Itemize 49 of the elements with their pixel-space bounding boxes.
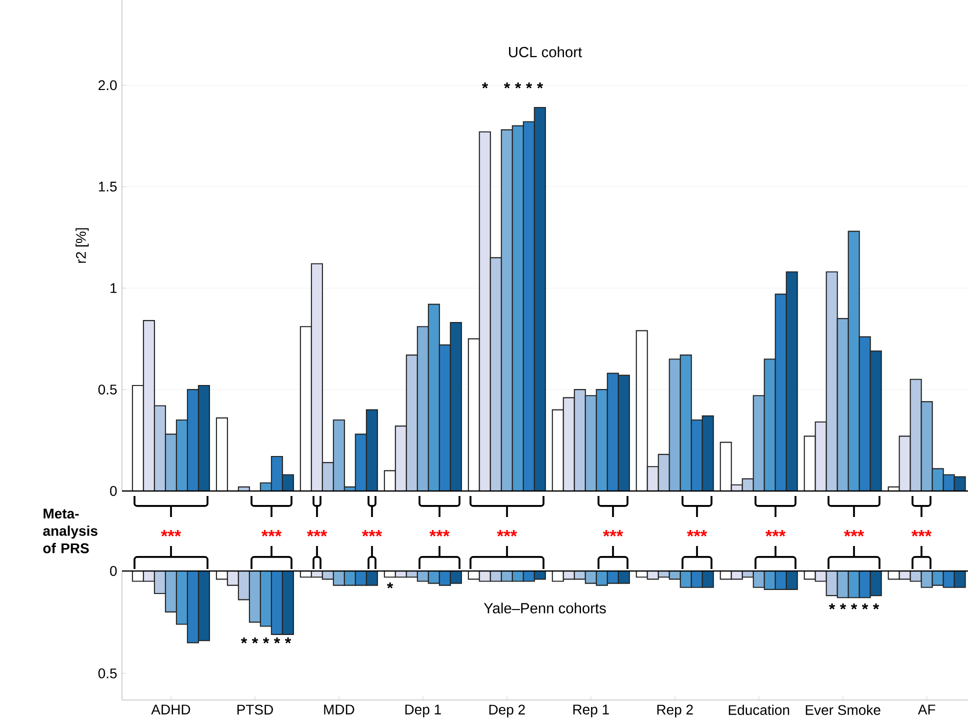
annotation: * xyxy=(252,637,258,644)
x-tick-label: Dep 1 xyxy=(405,704,441,718)
annotation: * xyxy=(386,582,394,588)
annotation: * xyxy=(828,603,836,610)
annotation: * xyxy=(536,82,544,88)
text: *** xyxy=(911,530,932,536)
x-tick-label: ADHD xyxy=(151,704,190,714)
y-tick-label: 1 xyxy=(110,283,117,293)
y-tick-label: 1.5 xyxy=(98,182,117,192)
x-tick-label: Dep 2 xyxy=(489,704,525,718)
x-tick-label: PTSD xyxy=(237,704,273,715)
annotation: * xyxy=(274,637,280,644)
annotation: * xyxy=(504,82,510,88)
annotation: * xyxy=(240,637,248,644)
annotation: * xyxy=(526,82,532,88)
text: *** xyxy=(261,530,282,536)
text: *** xyxy=(686,530,708,536)
x-tick-label: Education xyxy=(728,704,790,715)
text: *** xyxy=(602,530,624,536)
text: *** xyxy=(306,530,328,536)
annotation: * xyxy=(284,637,292,644)
annotation: * xyxy=(872,603,880,610)
annotation: * xyxy=(850,603,858,610)
text: *** xyxy=(496,530,518,536)
annotation: * xyxy=(514,82,522,88)
x-tick-label: Ever Smoke xyxy=(806,704,880,715)
x-tick-label: Rep 1 xyxy=(573,704,609,718)
text: *** xyxy=(844,530,864,536)
text: UCL cohort xyxy=(509,46,582,58)
x-tick-label: Rep 2 xyxy=(657,704,693,718)
text: Yale–Penn cohorts xyxy=(484,602,606,614)
annotation: * xyxy=(262,637,270,644)
x-tick-label: MDD xyxy=(324,704,354,714)
x-tick-label: AF xyxy=(918,704,936,714)
text: Meta-analysis of PRS xyxy=(43,508,98,554)
text: *** xyxy=(362,530,382,536)
y-tick-label: 0 xyxy=(110,566,117,576)
annotation: * xyxy=(862,603,868,610)
annotation: * xyxy=(482,82,488,88)
y-tick-label: 0 xyxy=(110,486,117,496)
y-tick-label: 0.5 xyxy=(98,384,117,395)
y-axis-title: r2 [%] xyxy=(76,228,89,263)
text: *** xyxy=(429,530,450,536)
text: *** xyxy=(160,530,182,536)
y-tick-label: 2.0 xyxy=(98,80,117,90)
text: *** xyxy=(765,530,786,536)
bar xyxy=(216,417,228,492)
annotation: * xyxy=(840,603,846,610)
y-tick-label: 0.5 xyxy=(98,668,117,678)
